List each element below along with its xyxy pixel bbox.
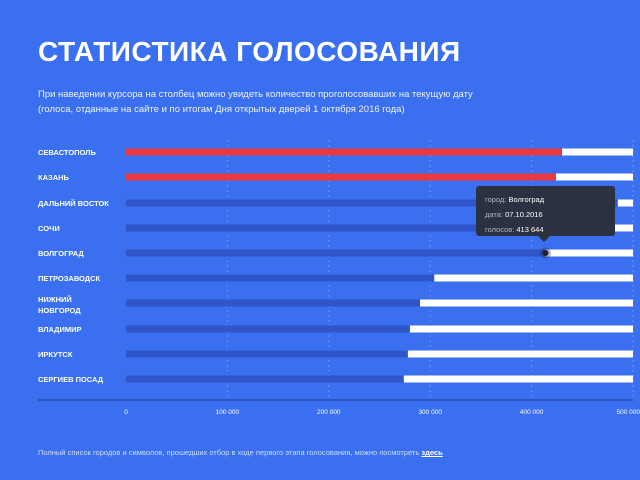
bar[interactable] [126,299,421,307]
tooltip-date: 07.10.2016 [505,210,543,219]
bar[interactable] [126,249,546,257]
bar-label: ИРКУТСК [38,350,73,359]
bar-label: НИЖНИЙ НОВГОРОД [38,295,81,315]
tooltip-votes: 413 644 [516,225,544,234]
tooltip-date-label: дата: [485,210,503,219]
bar-tooltip: город: Волгоград дата: 07.10.2016 голосо… [476,186,615,236]
bar-label: СЕВАСТОПОЛЬ [38,148,96,157]
bar[interactable] [126,274,435,282]
x-tick-label: 200 000 [317,409,341,416]
tooltip-city: Волгоград [508,195,545,204]
footer-note: Полный список городов и символов, прошед… [38,448,443,457]
footer-text: Полный список городов и символов, прошед… [38,448,420,457]
bar[interactable] [126,375,404,383]
bar[interactable] [126,148,563,156]
x-tick-label: 0 [124,409,128,416]
footer-link[interactable]: здесь [421,448,443,457]
subtitle-line-1: При наведении курсора на столбец можно у… [38,89,473,100]
x-tick-label: 400 000 [520,409,544,416]
hover-marker [542,250,549,256]
tooltip-pointer [538,236,550,242]
bar-label: СОЧИ [38,224,60,233]
page-title: СТАТИСТИКА ГОЛОСОВАНИЯ [38,36,461,67]
bar-label: ВЛАДИМИР [38,325,82,334]
tooltip-votes-label: голосов: [485,225,515,234]
x-tick-label: 300 000 [418,409,442,416]
bar-label: ДАЛЬНИЙ ВОСТОК [38,199,109,208]
x-tick-label: 500 000 [617,409,640,416]
tooltip-city-label: город: [485,195,507,204]
bar[interactable] [126,350,408,358]
bar[interactable] [126,325,410,333]
x-tick-label: 100 000 [216,409,240,416]
bar-label: ПЕТРОЗАВОДСК [38,274,101,283]
bar[interactable] [126,199,618,207]
bar-label: СЕРГИЕВ ПОСАД [38,375,104,384]
subtitle-line-2: (голоса, отданные на сайте и по итогам Д… [38,104,405,115]
bar[interactable] [126,224,608,232]
bar-label: КАЗАНЬ [38,173,70,182]
bar[interactable] [126,173,556,181]
bar-label: ВОЛГОГРАД [38,249,84,258]
